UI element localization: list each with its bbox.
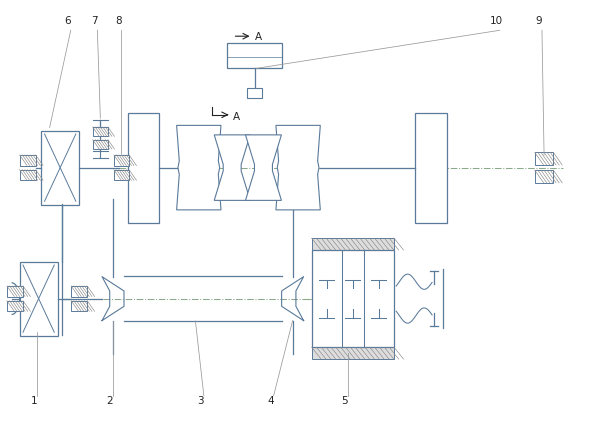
Text: 10: 10 — [490, 16, 503, 26]
Text: 8: 8 — [115, 16, 122, 26]
Bar — [93, 127, 108, 137]
Text: 6: 6 — [65, 16, 71, 26]
Bar — [20, 155, 36, 165]
Text: A: A — [255, 31, 262, 42]
Bar — [20, 170, 36, 180]
Polygon shape — [276, 126, 320, 210]
Bar — [71, 301, 87, 311]
Bar — [128, 113, 159, 223]
Bar — [7, 286, 23, 296]
Bar — [247, 88, 262, 98]
Polygon shape — [176, 126, 221, 210]
Bar — [7, 301, 23, 311]
Text: 5: 5 — [341, 396, 348, 406]
Text: A: A — [233, 112, 240, 122]
Bar — [114, 155, 129, 165]
Bar — [535, 170, 554, 183]
Bar — [415, 113, 447, 223]
Text: 1: 1 — [31, 396, 37, 406]
Bar — [114, 170, 129, 180]
Polygon shape — [214, 135, 250, 201]
Bar — [20, 262, 57, 336]
Bar — [535, 152, 554, 165]
Bar — [311, 238, 394, 250]
Bar — [93, 140, 108, 149]
Bar — [311, 347, 394, 359]
Text: 3: 3 — [198, 396, 204, 406]
Bar — [311, 250, 394, 347]
Bar — [71, 286, 87, 296]
Text: 2: 2 — [107, 396, 113, 406]
Bar — [41, 131, 79, 205]
Text: 9: 9 — [536, 16, 542, 26]
Polygon shape — [246, 135, 281, 201]
Text: 7: 7 — [91, 16, 98, 26]
Bar — [227, 43, 282, 68]
Text: 4: 4 — [268, 396, 274, 406]
